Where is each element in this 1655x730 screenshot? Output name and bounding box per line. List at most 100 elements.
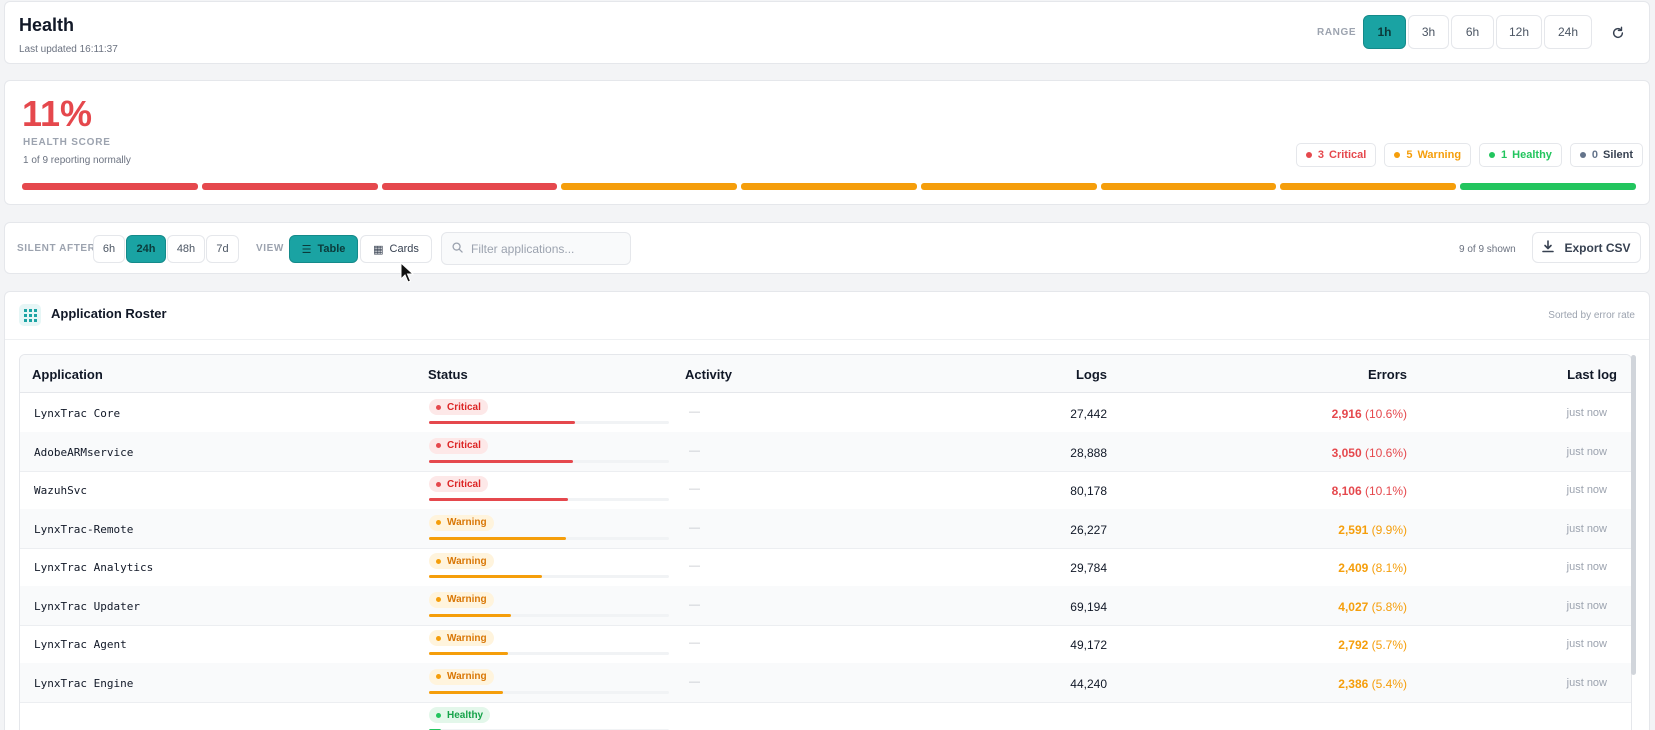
silent-count-chip[interactable]: 0 Silent bbox=[1569, 143, 1643, 167]
warning-dot-icon bbox=[1394, 152, 1401, 158]
log-count: 27,442 bbox=[1070, 407, 1107, 421]
health-score-card: 11% HEALTH SCORE 1 of 9 reporting normal… bbox=[4, 80, 1650, 205]
error-percent: (5.4%) bbox=[1371, 676, 1407, 691]
status-badge: Critical bbox=[429, 437, 488, 454]
error-value: 2,792 bbox=[1338, 638, 1369, 652]
status-badge: Critical bbox=[429, 399, 488, 415]
error-count: 2,386 (5.4%) bbox=[1338, 677, 1407, 691]
healthy-count-chip[interactable]: 1 Healthy bbox=[1479, 143, 1562, 167]
column-status[interactable]: Status bbox=[428, 367, 468, 382]
error-value: 2,591 bbox=[1338, 522, 1369, 537]
status-label: Critical bbox=[447, 401, 481, 413]
last-log-time: just now bbox=[1566, 484, 1607, 496]
application-name: LynxTrac Core bbox=[34, 407, 121, 420]
error-percent: (9.9%) bbox=[1371, 522, 1407, 537]
last-log-time: just now bbox=[1566, 599, 1607, 612]
activity-sparkline: — bbox=[689, 560, 700, 572]
error-rate-fill bbox=[429, 536, 566, 540]
table-row[interactable]: LynxTrac Core Critical — 27,442 2,916 (10.6%… bbox=[20, 393, 1631, 433]
error-rate-bar bbox=[429, 690, 669, 694]
error-value: 2,386 bbox=[1338, 676, 1369, 691]
grid-icon bbox=[19, 304, 41, 326]
error-rate-bar bbox=[429, 498, 669, 501]
last-updated: Last updated 16:11:37 bbox=[19, 44, 118, 55]
silent-24h-button[interactable]: 24h bbox=[126, 235, 166, 263]
status-badge: Critical bbox=[429, 476, 488, 492]
silent-48h-button[interactable]: 48h bbox=[167, 235, 205, 263]
roster-table: Application Status Activity Logs Errors … bbox=[19, 354, 1632, 730]
application-name: WazuhSvc bbox=[34, 484, 87, 497]
health-score-value: 11% bbox=[22, 93, 93, 134]
column-logs[interactable]: Logs bbox=[1075, 367, 1107, 382]
view-cards-button[interactable]: ▦ Cards bbox=[360, 235, 432, 263]
range-1h-button[interactable]: 1h bbox=[1363, 15, 1406, 49]
warning-count-chip[interactable]: 5 Warning bbox=[1384, 143, 1472, 167]
refresh-button[interactable] bbox=[1608, 23, 1628, 43]
column-activity[interactable]: Activity bbox=[685, 367, 732, 382]
activity-sparkline: — bbox=[689, 521, 700, 534]
application-name: AdobeARMservice bbox=[34, 445, 134, 459]
table-row[interactable]: LynxTrac Updater Warning — 69,194 4,027 (5.8… bbox=[20, 585, 1631, 626]
status-badge: Warning bbox=[429, 553, 494, 569]
view-table-button[interactable]: ☰ Table bbox=[289, 235, 358, 263]
error-rate-fill bbox=[429, 690, 504, 694]
activity-sparkline: — bbox=[689, 637, 700, 649]
error-rate-fill bbox=[429, 459, 573, 463]
silent-count: 0 bbox=[1591, 149, 1599, 161]
column-application[interactable]: Application bbox=[32, 367, 103, 382]
table-row[interactable]: AdobeARMservice Critical — 28,888 3,050 (10.… bbox=[20, 431, 1631, 472]
view-table-label: Table bbox=[317, 243, 346, 255]
health-segment-bar bbox=[22, 183, 1637, 190]
status-dot-icon bbox=[436, 443, 441, 448]
table-row[interactable]: WazuhSvc Critical — 80,178 8,106 (10.1%) just… bbox=[20, 470, 1631, 510]
error-count: 3,050 (10.6%) bbox=[1332, 446, 1407, 460]
silent-dot-icon bbox=[1579, 152, 1586, 158]
status-dot-icon bbox=[436, 674, 441, 679]
status-label: Critical bbox=[447, 478, 481, 490]
table-scrollbar[interactable] bbox=[1631, 355, 1636, 675]
table-row[interactable]: Healthy bbox=[20, 701, 1631, 730]
export-csv-label: Export CSV bbox=[1564, 240, 1631, 255]
view-selector: ☰ Table ▦ Cards bbox=[289, 235, 434, 263]
silent-6h-button[interactable]: 6h bbox=[93, 235, 125, 263]
error-rate-bar bbox=[429, 613, 669, 617]
sort-indicator: Sorted by error rate bbox=[1548, 310, 1635, 321]
application-name: LynxTrac-Remote bbox=[34, 522, 134, 536]
error-value: 4,027 bbox=[1338, 599, 1369, 614]
error-percent: (5.8%) bbox=[1371, 599, 1407, 614]
filter-input[interactable] bbox=[471, 241, 621, 256]
column-last-log[interactable]: Last log bbox=[1567, 367, 1617, 382]
error-rate-bar bbox=[429, 459, 669, 463]
table-row[interactable]: LynxTrac Engine Warning — 44,240 2,386 (5.4%… bbox=[20, 662, 1631, 703]
error-count: 2,916 (10.6%) bbox=[1332, 407, 1407, 421]
error-rate-fill bbox=[429, 421, 576, 424]
silent-7d-button[interactable]: 7d bbox=[206, 235, 239, 263]
range-24h-button[interactable]: 24h bbox=[1544, 15, 1592, 49]
search-icon bbox=[452, 241, 463, 256]
range-6h-button[interactable]: 6h bbox=[1451, 15, 1494, 49]
export-csv-button[interactable]: Export CSV bbox=[1532, 232, 1641, 263]
activity-sparkline: — bbox=[689, 598, 700, 611]
table-row[interactable]: LynxTrac-Remote Warning — 26,227 2,591 (9.9%… bbox=[20, 508, 1631, 549]
status-label: Warning bbox=[447, 555, 487, 567]
status-dot-icon bbox=[436, 712, 441, 718]
activity-sparkline: — bbox=[689, 483, 700, 495]
health-segment bbox=[201, 183, 378, 190]
application-roster: Application Roster Sorted by error rate … bbox=[4, 291, 1650, 730]
column-errors[interactable]: Errors bbox=[1367, 367, 1407, 382]
health-score-subtitle: 1 of 9 reporting normally bbox=[23, 155, 131, 166]
table-row[interactable]: LynxTrac Agent Warning — 49,172 2,792 (5.7%)… bbox=[20, 624, 1631, 664]
critical-count-chip[interactable]: 3 Critical bbox=[1295, 143, 1377, 167]
filter-applications[interactable] bbox=[441, 232, 631, 265]
range-12h-button[interactable]: 12h bbox=[1496, 15, 1542, 49]
range-3h-button[interactable]: 3h bbox=[1408, 15, 1449, 49]
log-count: 44,240 bbox=[1070, 676, 1107, 691]
range-selector: 1h 3h 6h 12h 24h bbox=[1363, 15, 1594, 49]
healthy-label: Healthy bbox=[1512, 149, 1552, 161]
critical-dot-icon bbox=[1305, 152, 1312, 158]
grid-icon: ▦ bbox=[373, 243, 384, 256]
status-badge: Warning bbox=[429, 668, 494, 685]
table-row[interactable]: LynxTrac Analytics Warning — 29,784 2,409 (8… bbox=[20, 547, 1631, 587]
error-rate-fill bbox=[429, 652, 509, 655]
status-dot-icon bbox=[436, 404, 441, 410]
